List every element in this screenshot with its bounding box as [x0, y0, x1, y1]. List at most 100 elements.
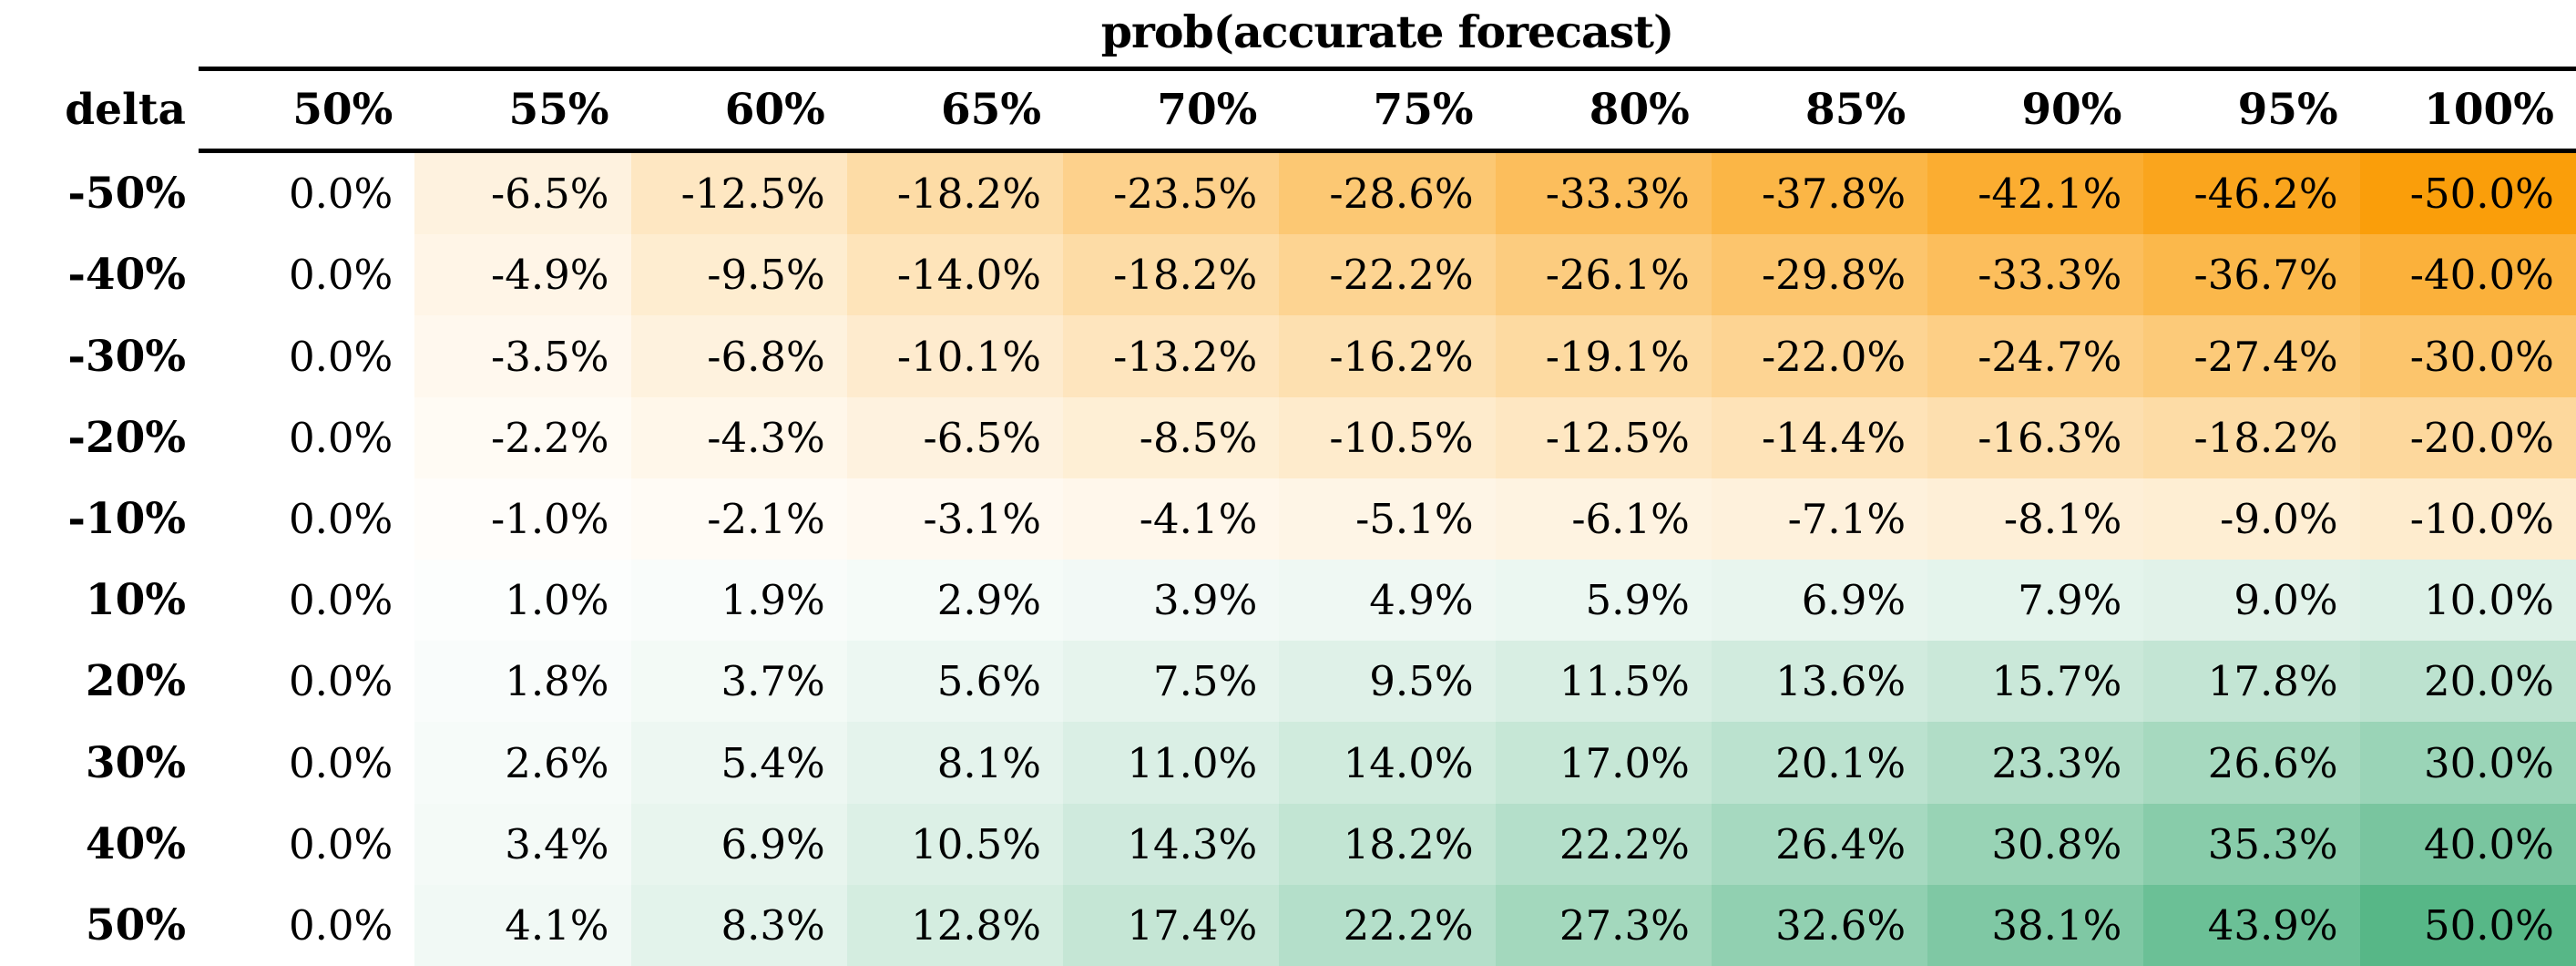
table-cell: -14.0% — [846, 234, 1064, 316]
table-row: 50% 0.0% 4.1% 8.3% 12.8% 17.4% 22.2% 27.3% 32.6%… — [0, 884, 2576, 966]
table-cell: -36.7% — [2143, 234, 2360, 316]
table-cell: 13.6% — [1711, 641, 1928, 723]
table-cell: 3.4% — [414, 803, 631, 885]
table-cell: 11.0% — [1063, 722, 1280, 804]
table-cell: -13.2% — [1063, 315, 1280, 397]
table-cell: 0.0% — [199, 234, 415, 316]
column-header: 55% — [508, 85, 609, 135]
table-cell: 27.3% — [1495, 884, 1712, 966]
column-header: 90% — [2021, 85, 2122, 135]
row-label: 10% — [0, 560, 199, 642]
column-header: 65% — [940, 85, 1042, 135]
table-row: 10% 0.0% 1.0% 1.9% 2.9% 3.9% 4.9% 5.9% 6.9% 7.9% 9… — [0, 560, 2576, 642]
table-cell: 43.9% — [2143, 884, 2360, 966]
table-cell: -18.2% — [1063, 234, 1280, 316]
table-cell: -28.6% — [1279, 153, 1496, 235]
column-header: 70% — [1157, 85, 1258, 135]
row-label: 50% — [0, 884, 199, 966]
table-cell: 11.5% — [1495, 641, 1712, 723]
rows-axis-label: delta — [65, 85, 186, 135]
row-label: -40% — [0, 234, 199, 316]
table-cell: -4.9% — [414, 234, 631, 316]
table-cell: 30.8% — [1927, 803, 2144, 885]
table-cell: 4.9% — [1279, 560, 1496, 642]
table-cell: 0.0% — [199, 560, 415, 642]
table-cell: 0.0% — [199, 884, 415, 966]
table-cell: -23.5% — [1063, 153, 1280, 235]
table-cell: 7.5% — [1063, 641, 1280, 723]
column-header: 60% — [724, 85, 825, 135]
table-cell: 0.0% — [199, 396, 415, 478]
table-cell: 8.1% — [846, 722, 1064, 804]
column-header: 80% — [1589, 85, 1690, 135]
table-cell: 22.2% — [1279, 884, 1496, 966]
table-cell: -12.5% — [630, 153, 847, 235]
row-label: -10% — [0, 478, 199, 560]
table-cell: 14.0% — [1279, 722, 1496, 804]
table-title: prob(accurate forecast) — [1100, 5, 1674, 58]
table-cell: 0.0% — [199, 478, 415, 560]
table-cell: -10.1% — [846, 315, 1064, 397]
table-cell: -16.3% — [1927, 396, 2144, 478]
header-row: delta 50% 55% 60% 65% 70% 75% 80% 85% 90% 95% 100% — [0, 71, 2576, 149]
table-cell: 2.6% — [414, 722, 631, 804]
table-row: 30% 0.0% 2.6% 5.4% 8.1% 11.0% 14.0% 17.0% 20.1% 2… — [0, 722, 2576, 804]
table-cell: -12.5% — [1495, 396, 1712, 478]
table-cell: 7.9% — [1927, 560, 2144, 642]
column-header: 85% — [1805, 85, 1906, 135]
table-cell: -37.8% — [1711, 153, 1928, 235]
column-header: 100% — [2424, 85, 2554, 135]
table-cell: -6.5% — [414, 153, 631, 235]
table-cell: 12.8% — [846, 884, 1064, 966]
table-cell: -29.8% — [1711, 234, 1928, 316]
table-cell: 3.9% — [1063, 560, 1280, 642]
table-cell: 0.0% — [199, 803, 415, 885]
table-cell: 17.4% — [1063, 884, 1280, 966]
table-cell: 50.0% — [2359, 884, 2576, 966]
table-cell: -50.0% — [2359, 153, 2576, 235]
table-cell: 17.8% — [2143, 641, 2360, 723]
table-cell: -4.3% — [630, 396, 847, 478]
table-cell: -1.0% — [414, 478, 631, 560]
table-row: -20% 0.0% -2.2% -4.3% -6.5% -8.5% -10.5% -12.5%… — [0, 396, 2576, 478]
table-cell: 4.1% — [414, 884, 631, 966]
grid-body: -50% 0.0% -6.5% -12.5% -18.2% -23.5% -28.6% -33… — [0, 153, 2576, 966]
table-cell: -18.2% — [2143, 396, 2360, 478]
table-cell: -3.1% — [846, 478, 1064, 560]
table-cell: 30.0% — [2359, 722, 2576, 804]
row-label: 40% — [0, 803, 199, 885]
table-cell: 5.9% — [1495, 560, 1712, 642]
row-label: -20% — [0, 396, 199, 478]
table-cell: -5.1% — [1279, 478, 1496, 560]
table-cell: 3.7% — [630, 641, 847, 723]
table-cell: -7.1% — [1711, 478, 1928, 560]
table-cell: 20.0% — [2359, 641, 2576, 723]
table-cell: 10.0% — [2359, 560, 2576, 642]
table-cell: -2.2% — [414, 396, 631, 478]
table-cell: 17.0% — [1495, 722, 1712, 804]
table-cell: -14.4% — [1711, 396, 1928, 478]
column-header: 50% — [292, 85, 394, 135]
table-cell: -30.0% — [2359, 315, 2576, 397]
table-cell: 14.3% — [1063, 803, 1280, 885]
table-cell: -22.0% — [1711, 315, 1928, 397]
table-cell: -10.5% — [1279, 396, 1496, 478]
table-cell: 35.3% — [2143, 803, 2360, 885]
row-label: 30% — [0, 722, 199, 804]
table-cell: -24.7% — [1927, 315, 2144, 397]
table-row: -30% 0.0% -3.5% -6.8% -10.1% -13.2% -16.2% -19.… — [0, 315, 2576, 397]
table-cell: 8.3% — [630, 884, 847, 966]
table-cell: -27.4% — [2143, 315, 2360, 397]
table-cell: 26.4% — [1711, 803, 1928, 885]
table-cell: -22.2% — [1279, 234, 1496, 316]
table-cell: -9.0% — [2143, 478, 2360, 560]
table-row: -10% 0.0% -1.0% -2.1% -3.1% -4.1% -5.1% -6.1% -7… — [0, 478, 2576, 560]
table-cell: 1.0% — [414, 560, 631, 642]
table-cell: 0.0% — [199, 722, 415, 804]
table-cell: 18.2% — [1279, 803, 1496, 885]
table-cell: -33.3% — [1495, 153, 1712, 235]
table-cell: -8.1% — [1927, 478, 2144, 560]
table-cell: -18.2% — [846, 153, 1064, 235]
column-header: 75% — [1373, 85, 1474, 135]
table-row: -40% 0.0% -4.9% -9.5% -14.0% -18.2% -22.2% -26.… — [0, 234, 2576, 316]
